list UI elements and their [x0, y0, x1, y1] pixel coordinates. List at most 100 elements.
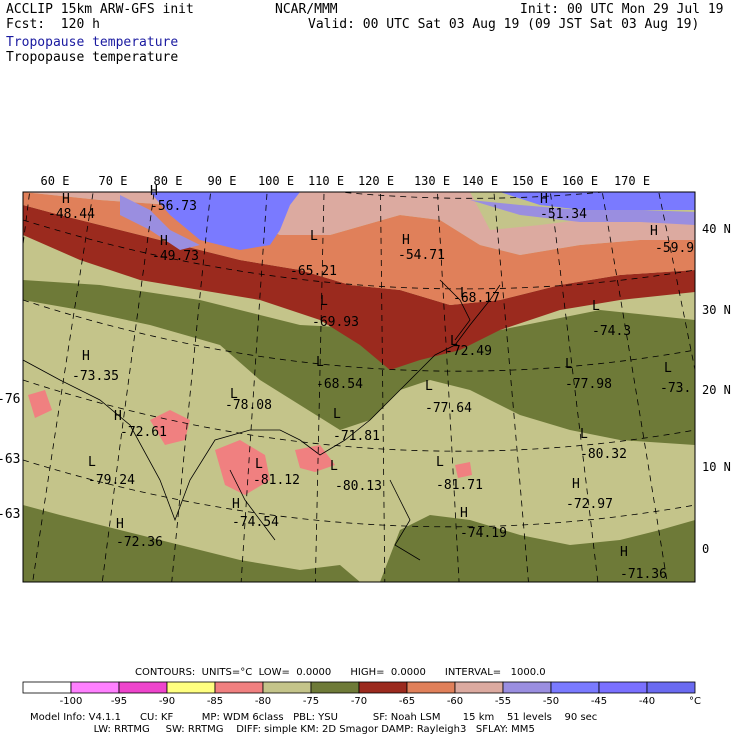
field-name-primary: Tropopause temperature — [6, 35, 179, 50]
pressure-center: L -71.81 — [333, 407, 380, 444]
pressure-center: H -74.19 — [460, 506, 507, 541]
pressure-centers: H-48.44H-56.73H-49.73L-65.21H-54.71H-51.… — [0, 184, 694, 582]
pressure-center: H-48.44 — [48, 192, 95, 222]
pressure-center-type: H — [160, 234, 168, 249]
colorbar-swatch — [502, 681, 552, 694]
colorbar-label: -40 — [639, 696, 655, 707]
pressure-center: L -80.13 — [330, 459, 382, 494]
colorbar-swatch — [358, 681, 408, 694]
pressure-center-value: -79.24 — [88, 473, 135, 488]
map-frame — [22, 191, 696, 583]
colorbar-swatch — [550, 681, 600, 694]
pressure-center: H -72.36 — [116, 517, 163, 550]
pressure-center: L-68.17 — [453, 286, 500, 306]
colorbar-swatch — [70, 681, 120, 694]
pressure-center: L -81.71 — [436, 455, 483, 493]
pressure-center-value: -76 — [0, 392, 20, 407]
pressure-center-value: -81.12 — [253, 473, 300, 488]
colorbar-label: -70 — [351, 696, 367, 707]
colorbar-label: -95 — [111, 696, 127, 707]
pressure-center-value: -49.73 — [152, 249, 199, 264]
colorbar-label: -55 — [495, 696, 511, 707]
colorbar-label: -50 — [543, 696, 559, 707]
lon-label: 160 E — [562, 174, 598, 188]
init-time: Init: 00 UTC Mon 29 Jul 19 — [520, 2, 724, 17]
pressure-center-type: H — [460, 506, 468, 521]
lat-lon-grid — [23, 192, 695, 582]
pressure-center: L -69.93 — [312, 294, 359, 330]
pressure-center-value: -81.71 — [436, 478, 483, 493]
pressure-center-type: L — [592, 299, 600, 314]
colorbar-swatch — [166, 681, 216, 694]
field-band-blue-west — [150, 192, 300, 250]
pressure-center: -76 — [0, 392, 20, 407]
colorbar-swatch — [22, 681, 72, 694]
pressure-center-value: -54.71 — [398, 248, 445, 263]
colorbar: -100 -95 -90 -85 -80 -75 -70 -65 -60 -55 -50 -45 -40… — [22, 681, 701, 707]
physics-info: LW: RRTMG SW: RRTMG DIFF: simple KM: 2D … — [30, 724, 535, 735]
pressure-center-type: H — [82, 349, 90, 364]
pressure-center-value: -63 — [0, 507, 20, 522]
pressure-center-value: -72.36 — [116, 535, 163, 550]
lat-label: 10 N — [702, 460, 731, 474]
colorbar-swatch — [598, 681, 648, 694]
pressure-center-value: -78.08 — [225, 398, 272, 413]
pressure-center-type: L — [88, 455, 96, 470]
map-field — [23, 192, 695, 582]
contours-info: CONTOURS: UNITS=°C LOW= 0.0000 HIGH= 0.0… — [135, 667, 546, 678]
lat-label: 40 N — [702, 222, 731, 236]
pressure-center: H-56.73 — [150, 184, 197, 214]
pressure-center: -63 — [0, 452, 20, 467]
lat-label: 0 — [702, 542, 709, 556]
colorbar-label: -80 — [255, 696, 271, 707]
pressure-center: H -59.9 — [650, 224, 694, 256]
pressure-center-type: L — [450, 334, 458, 349]
pressure-center: -63 — [0, 507, 20, 522]
pressure-center: L -77.64 — [425, 379, 472, 416]
field-band-blue-east — [500, 192, 695, 212]
pressure-center: H -73.35 — [72, 349, 119, 384]
colorbar-label: -75 — [303, 696, 319, 707]
colorbar-swatch — [310, 681, 360, 694]
colorbar-label: -65 — [399, 696, 415, 707]
pressure-center: L-81.12 — [253, 457, 300, 488]
colorbar-label: -85 — [207, 696, 223, 707]
pressure-center: H-49.73 — [152, 234, 199, 264]
pressure-center-value: -72.61 — [120, 425, 167, 440]
pressure-center: L-72.49 — [445, 334, 492, 359]
pressure-center-value: -80.13 — [335, 479, 382, 494]
pressure-center-value: -74.19 — [460, 526, 507, 541]
field-band-olive-south — [23, 505, 360, 582]
colorbar-label: -60 — [447, 696, 463, 707]
lon-label: 140 E — [462, 174, 498, 188]
field-band-olive-middle — [23, 280, 695, 445]
pressure-center-value: -71.81 — [333, 429, 380, 444]
field-name-secondary: Tropopause temperature — [6, 50, 179, 65]
field-band-darkred — [23, 205, 695, 370]
lon-label: 150 E — [512, 174, 548, 188]
pressure-center-value: -48.44 — [48, 207, 95, 222]
pressure-center: L -73. — [660, 361, 691, 396]
pressure-center: L -65.21 — [290, 229, 337, 279]
pressure-center-type: L — [580, 427, 588, 442]
pressure-center-type: L — [330, 459, 338, 474]
pressure-center-value: -65.21 — [290, 264, 337, 279]
colorbar-swatch — [406, 681, 456, 694]
pressure-center-value: -56.73 — [150, 199, 197, 214]
lon-label: 110 E — [308, 174, 344, 188]
pressure-center: H -72.97 — [566, 477, 613, 512]
pressure-center: H-51.34 — [540, 192, 587, 222]
forecast-hour: Fcst: 120 h — [6, 17, 100, 32]
pressure-center-value: -51.34 — [540, 207, 587, 222]
pressure-center-value: -68.17 — [453, 291, 500, 306]
colorbar-swatch — [454, 681, 504, 694]
lon-label: 100 E — [258, 174, 294, 188]
pressure-center: H-54.71 — [398, 233, 445, 263]
lon-label: 170 E — [614, 174, 650, 188]
pressure-center: L -80.32 — [580, 427, 627, 462]
pressure-center-type: H — [620, 545, 628, 560]
center-name: NCAR/MMM — [275, 2, 338, 17]
pressure-center-value: -74.54 — [232, 515, 279, 530]
pressure-center-type: H — [650, 224, 658, 239]
